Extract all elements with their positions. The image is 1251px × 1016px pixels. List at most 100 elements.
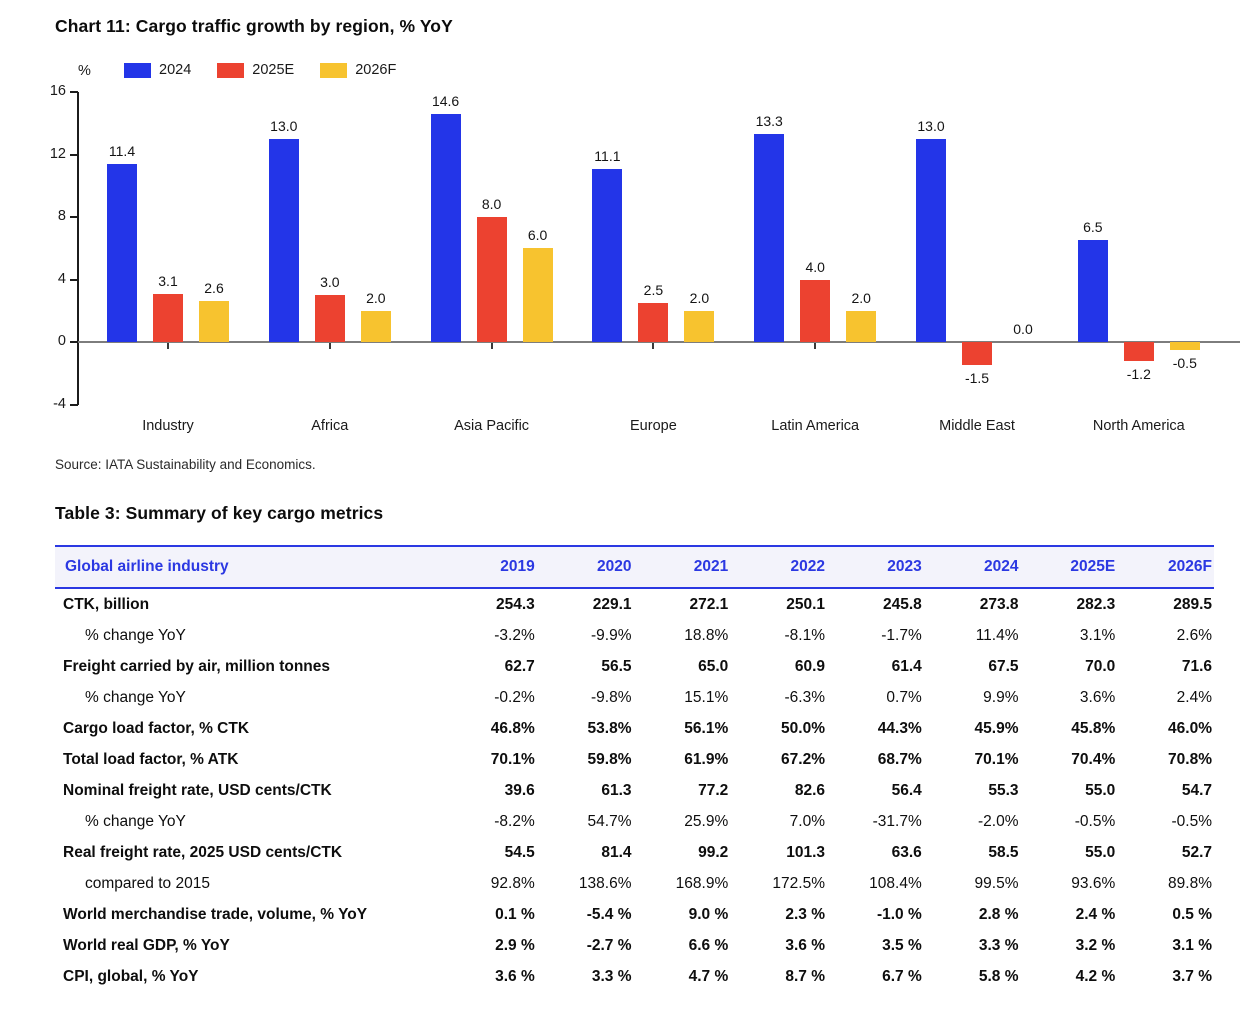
legend-label: 2026F [355,62,397,78]
table-cell: 55.0 [1085,843,1116,861]
table-cell: 45.8% [1071,719,1116,737]
table-cell: 50.0% [781,719,825,737]
bar-value-label: 2.6 [204,280,224,297]
table-cell: 55.0 [1085,781,1116,799]
table-cell: -31.7% [872,812,922,830]
row-label: World real GDP, % YoY [63,936,230,954]
legend-item-2024: 2024 [124,62,191,78]
table-cell: 9.0 % [688,905,729,923]
y-axis-tick [70,153,78,156]
y-axis-tick-label: 8 [57,208,66,224]
bar-value-label: 13.3 [755,113,783,130]
table-cell: 62.7 [504,657,535,675]
x-axis-category-label: Middle East [939,418,1015,434]
table-cell: 229.1 [592,595,632,613]
bar-2025e-latin-america [800,279,831,342]
bar-2025e-africa [314,295,345,342]
bar-value-label: 8.0 [481,196,502,212]
y-axis-line [77,92,79,405]
table-cell: 289.5 [1173,595,1212,613]
x-axis-tick [490,343,493,349]
table-cell: 81.4 [601,843,632,861]
table-cell: 61.3 [601,781,632,799]
y-axis-tick-label: 16 [49,83,66,99]
table-cell: 56.5 [601,657,632,675]
table-cell: 68.7% [877,750,922,768]
bar-2025e-europe [638,302,669,342]
table-cell: 3.3 % [978,936,1019,954]
table-cell: -1.0 % [876,905,922,923]
table-cell: 54.7 [1181,781,1212,799]
table-cell: 272.1 [689,595,729,613]
x-axis-tick [167,343,169,349]
legend-swatch [124,62,151,78]
table-row-world-real-gdp-yoy: World real GDP, % YoY 2.9 % -2.7 % 6.6 % 3.6… [55,930,1214,961]
table-cell: 3.1% [1079,626,1116,644]
row-label: World merchandise trade, volume, % YoY [63,905,368,923]
table-cell: 273.8 [979,595,1019,613]
table-cell: 99.2 [698,843,729,861]
table-cell: 3.7 % [1172,967,1212,985]
table-cell: -9.9% [591,626,632,644]
x-axis-tick [328,343,331,349]
table-cell: 71.6 [1181,657,1212,675]
table-row-freight-carried-by-air-million-tonnes: Freight carried by air, million tonnes 62… [55,651,1214,682]
table-cell: 3.1 % [1172,936,1212,954]
table-row-real-freight-rate-2025-usd-cents-ctk: Real freight rate, 2025 USD cents/CTK 54.… [55,837,1214,868]
y-axis-tick [70,403,78,406]
y-axis-tick [70,278,78,281]
legend-label: 2025E [252,62,295,78]
bar-2024-north-america [1077,240,1108,342]
table-cell: -3.2% [494,626,535,644]
table-cell: 46.0% [1168,719,1212,737]
y-axis-tick-label: 4 [57,270,66,287]
row-label: Freight carried by air, million tonnes [63,657,331,675]
table-cell: 60.9 [794,657,825,675]
bar-2024-middle-east [916,138,946,342]
table-cell: 3.5 % [882,936,922,954]
row-label: % change YoY [85,812,186,830]
bar-2024-latin-america [754,134,785,342]
table-cell: 3.2 % [1075,936,1116,954]
table-cell: 11.4% [975,626,1019,644]
table-cell: 44.3% [877,719,922,737]
bar-value-label: 2.0 [689,289,710,306]
bar-2025e-industry [153,293,183,342]
table-cell: 282.3 [1076,595,1116,613]
table-cell: 92.8% [490,874,535,892]
table-section: Table 3: Summary of key cargo metrics Gl… [55,503,1214,992]
table-cell: 168.9% [675,874,729,892]
x-axis-category-label: Industry [142,418,194,434]
table-header-row: Global airline industry 2019 2020 2021 2022 2… [55,546,1214,588]
table-cell: -8.1% [784,626,826,644]
y-axis-unit-label: % [78,63,91,79]
table-cell: 77.2 [698,781,729,799]
y-axis-tick [70,341,78,343]
table-cell: 54.5 [504,843,535,861]
table-cell: 2.9 % [495,936,535,954]
table-column-header-2020: 2020 [597,558,632,575]
table-cell: 67.5 [988,657,1019,675]
table-cell: 56.1% [684,719,729,737]
table-cell: 46.8% [490,719,535,737]
table-cell: -0.2% [494,688,535,706]
table-title: Table 3: Summary of key cargo metrics [55,503,384,523]
table-cell: 3.6 % [495,967,535,985]
y-axis-tick-label: 0 [57,333,66,349]
table-cell: 2.3 % [785,905,825,923]
x-axis-tick [814,343,817,349]
metrics-table: Global airline industry 2019 2020 2021 2022 2… [55,545,1214,992]
table-column-header-2022: 2022 [790,558,825,575]
row-label: Nominal freight rate, USD cents/CTK [63,781,332,799]
bar-value-label: 6.5 [1083,219,1103,236]
table-cell: 58.5 [988,843,1019,861]
table-cell: 0.1 % [495,905,535,923]
table-cell: 6.6 % [688,936,729,954]
row-label: % change YoY [85,626,186,644]
table-cell: 3.6% [1079,688,1116,706]
table-cell: 2.4% [1176,688,1212,706]
row-label: % change YoY [85,688,186,706]
table-row--change-yoy: % change YoY -8.2% 54.7% 25.9% 7.0% -31.7% -2.… [55,806,1214,837]
bar-value-label: -1.2 [1126,365,1151,382]
table-row-world-merchandise-trade-volume-yoy: World merchandise trade, volume, % YoY 0.… [55,899,1214,930]
